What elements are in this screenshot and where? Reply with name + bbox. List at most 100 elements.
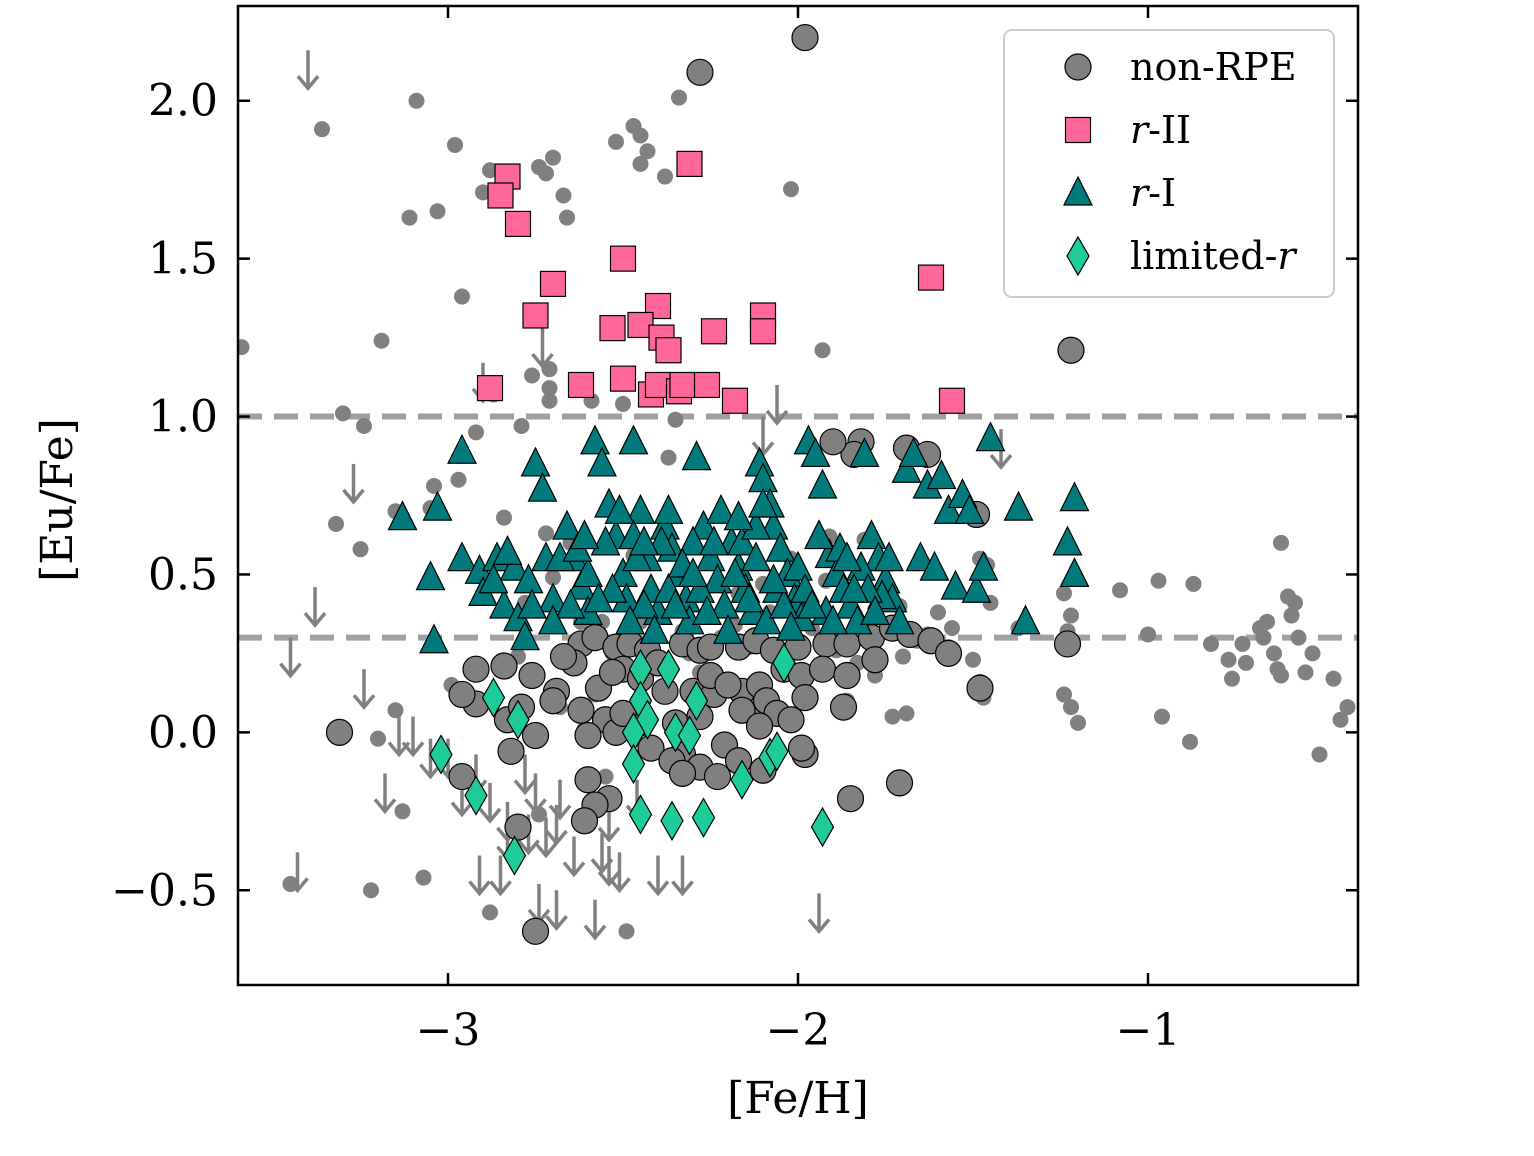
background-point [618, 923, 635, 940]
non-RPE-point [808, 655, 837, 683]
background-point [783, 181, 799, 198]
r-I-point [608, 557, 638, 588]
non-RPE-point [861, 646, 889, 674]
non-RPE-point [325, 718, 354, 746]
series-non-RPE [325, 23, 1085, 945]
r-I-point [422, 490, 453, 521]
upper_limits-point [419, 738, 442, 780]
background-point [1238, 654, 1254, 671]
r-I-point [839, 572, 869, 603]
background-point [1255, 629, 1272, 646]
upper_limits-point [303, 587, 327, 628]
background-point [1182, 733, 1198, 750]
r-I-point [723, 500, 754, 531]
limited-r-point [429, 734, 453, 775]
background-point [401, 209, 418, 226]
r-I-point [681, 440, 712, 471]
background-point [667, 411, 684, 428]
r-II-point [599, 315, 626, 342]
r-I-point [629, 525, 659, 556]
non-RPE-point [934, 639, 963, 668]
r-I-point [580, 424, 610, 455]
r-I-point [489, 588, 519, 619]
r-I-point [758, 563, 789, 594]
upper_limits-point [583, 899, 607, 941]
legend-box [1003, 29, 1335, 298]
limited-r-point [691, 797, 716, 838]
r-I-point [800, 437, 831, 468]
background-point [1290, 629, 1307, 646]
background-point [541, 380, 558, 397]
r-I-point [499, 550, 530, 581]
r-I-point [583, 582, 614, 613]
r-I-point [552, 509, 582, 540]
r-I-point [1059, 481, 1090, 512]
r-I-point [926, 459, 957, 490]
r-I-point [618, 424, 649, 455]
background-point [1220, 651, 1237, 668]
legend-marker-0 [1064, 53, 1092, 81]
background-point [468, 424, 484, 441]
non-RPE-point [833, 630, 861, 658]
r-I-point [688, 509, 719, 540]
background-point [363, 882, 379, 899]
r-I-point [692, 595, 722, 625]
r-II-point [522, 302, 549, 329]
r-I-point [891, 452, 922, 483]
r-I-point [898, 437, 929, 468]
y-tick-label: 0.0 [148, 707, 218, 758]
r-I-point [625, 493, 656, 524]
background-point [1063, 607, 1079, 624]
background-point [450, 471, 467, 488]
legend-marker-3 [1066, 235, 1090, 277]
legend: non-RPE r-II r-I limited-r [1003, 29, 1335, 298]
background-point [1063, 699, 1079, 716]
x-tick-label: −2 [766, 1005, 831, 1056]
limited-r-point [684, 680, 709, 721]
non-RPE-point [448, 762, 476, 791]
y-tick-label: 1.5 [148, 234, 218, 285]
legend-marker-2 [1063, 175, 1093, 206]
limited-r-point [810, 806, 835, 848]
background-point [1150, 572, 1167, 589]
upper_limits-point [478, 782, 502, 824]
r-I-point [720, 557, 750, 588]
non-RPE-point [497, 737, 525, 765]
legend-label-1: r-II [1130, 108, 1191, 152]
r-II-point [655, 337, 682, 364]
r-I-point [807, 468, 838, 499]
r-II-point [917, 264, 945, 291]
background-point [335, 405, 351, 422]
background-point [482, 904, 498, 921]
upper_limits-point [468, 855, 491, 897]
non-RPE-point [598, 658, 627, 686]
r-II-point [476, 375, 504, 402]
background-point [1112, 582, 1128, 599]
r-I-point [678, 525, 708, 556]
background-point [632, 155, 649, 172]
non-RPE-point [549, 642, 578, 671]
upper_limits-point [401, 716, 425, 758]
r-II-point [609, 365, 637, 392]
non-RPE-point [574, 721, 602, 750]
r-I-point [520, 446, 551, 477]
r-I-point [765, 531, 796, 562]
data-marks [238, 23, 1356, 1032]
r-I-point [555, 588, 586, 619]
non-RPE-point [1057, 336, 1085, 364]
upper_limits-point [534, 817, 558, 859]
r-I-point [597, 572, 628, 603]
r-II-point [676, 150, 703, 178]
upper_limits-point [562, 836, 586, 878]
r-I-point [492, 535, 523, 565]
background-point [513, 418, 530, 435]
background-point [1203, 635, 1219, 652]
r-I-point [709, 588, 740, 619]
upper_limits-point [671, 855, 694, 897]
r-I-point [573, 557, 603, 588]
r-I-point [419, 623, 449, 654]
r-I-point [751, 604, 782, 635]
r-I-point [860, 595, 890, 625]
upper_limits-point [582, 994, 602, 1032]
